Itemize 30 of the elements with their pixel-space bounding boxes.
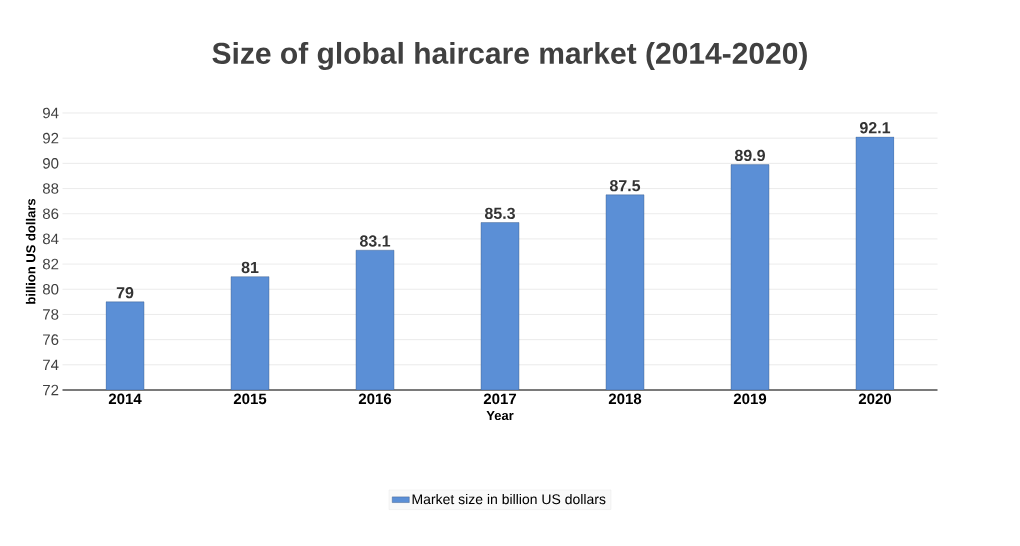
y-tick-label: 92 bbox=[43, 132, 59, 144]
y-tick-label: 84 bbox=[42, 233, 59, 245]
y-tick-label: 88 bbox=[42, 183, 59, 194]
x-tick-label: 2015 bbox=[233, 393, 267, 405]
data-label: 81 bbox=[241, 261, 259, 274]
y-tick-label: 78 bbox=[43, 309, 59, 320]
data-label: 92.1 bbox=[859, 122, 891, 134]
y-tick-label: 72 bbox=[43, 384, 59, 396]
y-tick-label: 74 bbox=[43, 359, 59, 370]
y-tick-label: 80 bbox=[42, 283, 59, 295]
y-tick-label: 94 bbox=[43, 107, 59, 119]
legend-label: Market size in billion US dollars bbox=[412, 493, 606, 505]
x-axis-title: Year bbox=[486, 411, 514, 421]
data-label: 83.1 bbox=[359, 235, 391, 247]
y-tick-label: 76 bbox=[43, 334, 59, 345]
data-label: 85.3 bbox=[484, 207, 515, 219]
x-tick-label: 2014 bbox=[108, 393, 142, 405]
x-tick-label: 2018 bbox=[608, 393, 642, 405]
data-label: 89.9 bbox=[734, 149, 765, 162]
y-tick-label: 90 bbox=[43, 158, 59, 169]
x-tick-label: 2020 bbox=[858, 393, 892, 405]
y-tick-label: 82 bbox=[42, 258, 59, 270]
data-label: 79 bbox=[116, 287, 134, 299]
x-tick-label: 2019 bbox=[733, 393, 767, 405]
y-tick-label: 86 bbox=[42, 208, 59, 220]
data-label: 87.5 bbox=[609, 179, 641, 192]
x-tick-label: 2017 bbox=[483, 393, 517, 405]
x-tick-label: 2016 bbox=[358, 393, 392, 405]
chart-title: Size of global haircare market (2014-2020) bbox=[212, 41, 807, 71]
y-axis-title: billion US dollars bbox=[25, 198, 36, 304]
